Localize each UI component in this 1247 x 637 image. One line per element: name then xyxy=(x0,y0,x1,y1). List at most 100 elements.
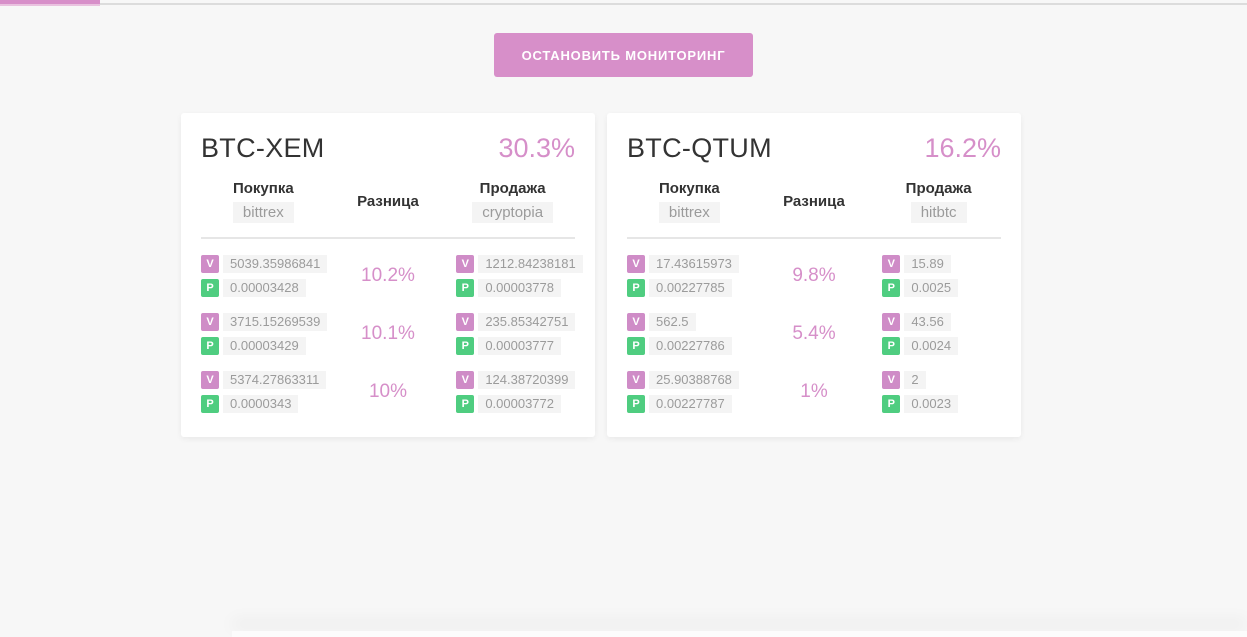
order-row: V 562.5 P 0.00227786 5.4% V 43.56 P xyxy=(627,313,1001,355)
sell-volume-line: V 15.89 xyxy=(882,255,951,273)
price-badge-icon: P xyxy=(201,337,219,355)
sell-volume-line: V 235.85342751 xyxy=(456,313,576,331)
order-rows: V 17.43615973 P 0.00227785 9.8% V 15.89 xyxy=(627,255,1001,413)
diff-column-header: Разница xyxy=(752,193,877,210)
buy-price-line: P 0.00003429 xyxy=(201,337,306,355)
price-badge-icon: P xyxy=(201,395,219,413)
bottom-panel-edge xyxy=(232,631,1247,637)
price-badge-icon: P xyxy=(456,395,475,413)
sell-price-value: 0.00003778 xyxy=(478,279,561,297)
sell-exchange-badge: hitbtc xyxy=(910,202,967,223)
price-badge-icon: P xyxy=(882,337,901,355)
sell-price-value: 0.00003772 xyxy=(478,395,561,413)
volume-badge-icon: V xyxy=(627,313,645,331)
sell-volume-line: V 43.56 xyxy=(882,313,951,331)
buy-cell: V 17.43615973 P 0.00227785 xyxy=(627,255,752,297)
price-badge-icon: P xyxy=(627,337,645,355)
volume-badge-icon: V xyxy=(627,371,645,389)
sell-label: Продажа xyxy=(479,180,546,197)
header-divider xyxy=(201,237,575,239)
buy-volume-line: V 17.43615973 xyxy=(627,255,739,273)
sell-price-value: 0.00003777 xyxy=(478,337,561,355)
buy-volume-line: V 5039.35986841 xyxy=(201,255,328,273)
volume-badge-icon: V xyxy=(201,371,219,389)
order-row: V 17.43615973 P 0.00227785 9.8% V 15.89 xyxy=(627,255,1001,297)
sell-price-line: P 0.00003772 xyxy=(456,395,561,413)
price-badge-icon: P xyxy=(456,279,475,297)
sell-price-line: P 0.0023 xyxy=(882,395,959,413)
monitor-cards-container: BTC-XEM 30.3% Покупка bittrex Разница Пр… xyxy=(181,113,1247,437)
buy-price-line: P 0.00227786 xyxy=(627,337,732,355)
sell-cell: V 235.85342751 P 0.00003777 xyxy=(450,313,576,355)
sell-column-header: Продажа cryptopia xyxy=(450,180,575,223)
pair-card-btc-qtum: BTC-QTUM 16.2% Покупка bittrex Разница П… xyxy=(607,113,1021,437)
buy-price-line: P 0.0000343 xyxy=(201,395,299,413)
sell-price-line: P 0.0025 xyxy=(882,279,959,297)
order-row: V 5039.35986841 P 0.00003428 10.2% V 121… xyxy=(201,255,583,297)
pair-max-percent: 16.2% xyxy=(924,133,1001,163)
sell-volume-value: 124.38720399 xyxy=(478,371,576,389)
buy-price-value: 0.00227786 xyxy=(649,337,732,355)
sell-price-value: 0.0025 xyxy=(904,279,959,297)
card-header: BTC-XEM 30.3% xyxy=(201,133,575,164)
pair-max-percent: 30.3% xyxy=(498,133,575,163)
volume-badge-icon: V xyxy=(882,255,901,273)
price-badge-icon: P xyxy=(201,279,219,297)
buy-volume-value: 5039.35986841 xyxy=(223,255,328,273)
sell-volume-line: V 1212.84238181 xyxy=(456,255,583,273)
pair-title: BTC-XEM xyxy=(201,133,325,163)
sell-volume-value: 1212.84238181 xyxy=(478,255,583,273)
price-badge-icon: P xyxy=(882,395,901,413)
sell-volume-value: 2 xyxy=(904,371,926,389)
buy-cell: V 3715.15269539 P 0.00003429 xyxy=(201,313,328,355)
buy-volume-line: V 25.90388768 xyxy=(627,371,739,389)
order-row: V 3715.15269539 P 0.00003429 10.1% V 235… xyxy=(201,313,576,355)
sell-cell: V 43.56 P 0.0024 xyxy=(876,313,1001,355)
sell-cell: V 1212.84238181 P 0.00003778 xyxy=(450,255,583,297)
diff-label: Разница xyxy=(357,193,419,210)
sell-cell: V 15.89 P 0.0025 xyxy=(876,255,1001,297)
order-row: V 25.90388768 P 0.00227787 1% V 2 P xyxy=(627,371,1001,413)
sell-volume-value: 15.89 xyxy=(904,255,951,273)
order-row: V 5374.27863311 P 0.0000343 10% V 124.38… xyxy=(201,371,576,413)
buy-volume-value: 25.90388768 xyxy=(649,371,739,389)
price-badge-icon: P xyxy=(627,395,645,413)
sell-volume-value: 235.85342751 xyxy=(478,313,576,331)
stop-monitoring-button[interactable]: ОСТАНОВИТЬ МОНИТОРИНГ xyxy=(493,33,754,77)
price-badge-icon: P xyxy=(627,279,645,297)
toolbar: ОСТАНОВИТЬ МОНИТОРИНГ xyxy=(0,0,1247,77)
buy-volume-line: V 5374.27863311 xyxy=(201,371,327,389)
volume-badge-icon: V xyxy=(201,255,219,273)
buy-volume-value: 5374.27863311 xyxy=(223,371,327,389)
sell-volume-line: V 124.38720399 xyxy=(456,371,576,389)
pair-card-btc-xem: BTC-XEM 30.3% Покупка bittrex Разница Пр… xyxy=(181,113,595,437)
buy-price-value: 0.00003428 xyxy=(223,279,306,297)
sell-exchange-badge: cryptopia xyxy=(472,202,554,223)
buy-price-line: P 0.00227787 xyxy=(627,395,732,413)
volume-badge-icon: V xyxy=(882,371,901,389)
diff-percent: 5.4% xyxy=(792,323,836,344)
price-badge-icon: P xyxy=(456,337,475,355)
diff-percent: 9.8% xyxy=(792,265,836,286)
sell-volume-line: V 2 xyxy=(882,371,926,389)
buy-price-value: 0.00227785 xyxy=(649,279,732,297)
sell-price-value: 0.0023 xyxy=(904,395,959,413)
diff-column-header: Разница xyxy=(326,193,451,210)
buy-price-line: P 0.00227785 xyxy=(627,279,732,297)
diff-percent: 10.2% xyxy=(361,265,415,286)
sell-cell: V 2 P 0.0023 xyxy=(876,371,1001,413)
buy-cell: V 562.5 P 0.00227786 xyxy=(627,313,752,355)
buy-price-value: 0.00003429 xyxy=(223,337,306,355)
columns-header: Покупка bittrex Разница Продажа hitbtc xyxy=(627,180,1001,223)
sell-column-header: Продажа hitbtc xyxy=(876,180,1001,223)
volume-badge-icon: V xyxy=(456,255,475,273)
buy-volume-value: 562.5 xyxy=(649,313,696,331)
sell-volume-value: 43.56 xyxy=(904,313,951,331)
top-progress-fill xyxy=(0,0,100,6)
buy-volume-line: V 3715.15269539 xyxy=(201,313,328,331)
sell-price-line: P 0.0024 xyxy=(882,337,959,355)
sell-label: Продажа xyxy=(905,180,972,197)
card-header: BTC-QTUM 16.2% xyxy=(627,133,1001,164)
diff-percent: 10% xyxy=(368,381,407,402)
columns-header: Покупка bittrex Разница Продажа cryptopi… xyxy=(201,180,575,223)
